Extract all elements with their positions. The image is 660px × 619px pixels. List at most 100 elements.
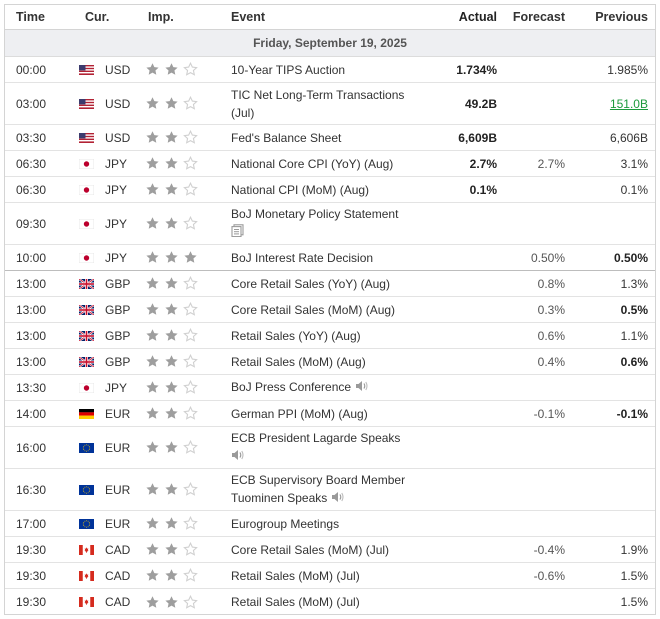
event-name[interactable]: TIC Net Long-Term Transactions (Jul): [231, 87, 405, 120]
star-filled-icon: [145, 62, 164, 77]
table-row[interactable]: 19:30 CAD Core Retail Sales (MoM) (Jul) -0…: [5, 537, 655, 563]
speaker-icon[interactable]: [331, 490, 345, 508]
event-name[interactable]: ECB President Lagarde Speaks: [231, 431, 401, 445]
event-name[interactable]: 10-Year TIPS Auction: [231, 62, 346, 77]
flag-cell: [77, 570, 105, 581]
event-time: 09:30: [16, 216, 47, 231]
event-name[interactable]: Retail Sales (MoM) (Jul): [231, 568, 360, 583]
flag-cell: [77, 356, 105, 367]
table-row[interactable]: 13:00 GBP Core Retail Sales (YoY) (Aug) 0.…: [5, 271, 655, 297]
event-cell: Retail Sales (MoM) (Jul): [231, 593, 427, 611]
previous-value: 0.1%: [620, 182, 648, 197]
star-empty-icon: [183, 62, 202, 77]
table-row[interactable]: 14:00 EUR German PPI (MoM) (Aug) -0.1% -0.1…: [5, 401, 655, 427]
importance-stars: [143, 406, 231, 421]
currency-code: JPY: [105, 216, 128, 231]
star-filled-icon: [145, 380, 164, 395]
event-time: 03:00: [16, 96, 47, 111]
flag-cell: [77, 98, 105, 109]
header-forecast[interactable]: Forecast: [512, 10, 565, 24]
actual-value: 6,609B: [458, 130, 497, 145]
star-filled-icon: [164, 156, 183, 171]
importance-stars: [143, 482, 231, 497]
previous-value: 3.1%: [620, 156, 648, 171]
table-row[interactable]: 13:30 JPY BoJ Press Conference: [5, 375, 655, 401]
event-name[interactable]: BoJ Monetary Policy Statement: [231, 207, 399, 221]
event-name[interactable]: BoJ Interest Rate Decision: [231, 250, 374, 265]
event-name[interactable]: German PPI (MoM) (Aug): [231, 406, 368, 421]
star-empty-icon: [183, 406, 202, 421]
eu-flag-icon: [79, 484, 94, 495]
event-time: 13:00: [16, 302, 47, 317]
gb-flag-icon: [79, 330, 94, 341]
event-name[interactable]: Core Retail Sales (MoM) (Aug): [231, 302, 396, 317]
currency-code: JPY: [105, 380, 128, 395]
event-cell: German PPI (MoM) (Aug): [231, 405, 427, 423]
header-actual[interactable]: Actual: [458, 10, 497, 24]
event-name[interactable]: Core Retail Sales (MoM) (Jul): [231, 542, 390, 557]
previous-value: 0.5%: [620, 302, 648, 317]
flag-cell: [77, 597, 105, 607]
event-cell: Retail Sales (MoM) (Aug): [231, 353, 427, 371]
table-row[interactable]: 06:30 JPY National CPI (MoM) (Aug) 0.1% 0.1…: [5, 177, 655, 203]
event-name[interactable]: Eurogroup Meetings: [231, 516, 340, 531]
event-name[interactable]: Retail Sales (MoM) (Aug): [231, 354, 366, 369]
event-time: 06:30: [16, 156, 47, 171]
speaker-icon[interactable]: [355, 379, 369, 397]
flag-cell: [77, 218, 105, 229]
table-row[interactable]: 03:30 USD Fed's Balance Sheet 6,609B 6,606B: [5, 125, 655, 151]
event-name[interactable]: Retail Sales (YoY) (Aug): [231, 328, 361, 343]
previous-value: 1.1%: [620, 328, 648, 343]
header-currency[interactable]: Cur.: [85, 10, 110, 24]
header-time[interactable]: Time: [16, 10, 45, 24]
event-name[interactable]: National Core CPI (YoY) (Aug): [231, 156, 394, 171]
star-empty-icon: [183, 542, 202, 557]
event-name[interactable]: ECB Supervisory Board Member Tuominen Sp…: [231, 473, 406, 506]
table-header: Time Cur. Imp. Event Actual Forecast Pre…: [5, 5, 655, 30]
importance-stars: [143, 354, 231, 369]
event-name[interactable]: Retail Sales (MoM) (Jul): [231, 595, 360, 609]
star-empty-icon: [183, 328, 202, 343]
table-row[interactable]: 16:30 EUR ECB Supervisory Board Member Tuo…: [5, 469, 655, 511]
table-row[interactable]: 06:30 JPY National Core CPI (YoY) (Aug) 2.…: [5, 151, 655, 177]
event-cell: ECB President Lagarde Speaks: [231, 429, 427, 466]
event-name[interactable]: Fed's Balance Sheet: [231, 130, 342, 145]
event-name[interactable]: National CPI (MoM) (Aug): [231, 182, 370, 197]
table-row[interactable]: 19:30 CAD Retail Sales (MoM) (Jul) -0.6% 1.…: [5, 563, 655, 589]
header-event[interactable]: Event: [231, 10, 266, 24]
table-row[interactable]: 10:00 JPY BoJ Interest Rate Decision 0.50%…: [5, 245, 655, 271]
previous-revised-link[interactable]: 151.0B: [609, 96, 648, 111]
header-importance[interactable]: Imp.: [148, 10, 174, 24]
actual-value: 49.2B: [464, 96, 497, 111]
importance-stars: [143, 302, 231, 317]
speaker-icon[interactable]: [231, 448, 427, 466]
table-row[interactable]: 13:00 GBP Core Retail Sales (MoM) (Aug) 0.…: [5, 297, 655, 323]
currency-code: GBP: [105, 302, 131, 317]
table-row[interactable]: 13:00 GBP Retail Sales (MoM) (Aug) 0.4% 0.6…: [5, 349, 655, 375]
event-time: 06:30: [16, 182, 47, 197]
event-cell: TIC Net Long-Term Transactions (Jul): [231, 86, 427, 122]
header-previous[interactable]: Previous: [595, 10, 648, 24]
document-icon[interactable]: [231, 224, 427, 242]
previous-value: 1.985%: [607, 62, 648, 77]
currency-code: USD: [105, 130, 131, 145]
importance-stars: [143, 276, 231, 291]
table-row[interactable]: 09:30 JPY BoJ Monetary Policy Statement: [5, 203, 655, 245]
importance-stars: [143, 594, 231, 610]
table-row[interactable]: 13:00 GBP Retail Sales (YoY) (Aug) 0.6% 1.1…: [5, 323, 655, 349]
table-row[interactable]: 03:00 USD TIC Net Long-Term Transactions …: [5, 83, 655, 125]
event-time: 14:00: [16, 406, 47, 421]
star-filled-icon: [145, 130, 164, 145]
star-filled-icon: [164, 302, 183, 317]
flag-cell: [77, 252, 105, 263]
event-name[interactable]: Core Retail Sales (YoY) (Aug): [231, 276, 390, 291]
currency-code: USD: [105, 62, 131, 77]
table-row[interactable]: 16:00 EUR ECB President Lagarde Speaks: [5, 427, 655, 469]
event-time: 13:00: [16, 276, 47, 291]
previous-value: 1.9%: [620, 542, 648, 557]
event-name[interactable]: BoJ Press Conference: [231, 380, 352, 395]
table-row[interactable]: 19:30 CAD Retail Sales (MoM) (Jul) 1.5%: [5, 589, 655, 615]
table-row[interactable]: 00:00 USD 10-Year TIPS Auction 1.734% 1.985…: [5, 57, 655, 83]
table-row[interactable]: 17:00 EUR Eurogroup Meetings: [5, 511, 655, 537]
actual-value: 2.7%: [469, 156, 497, 171]
